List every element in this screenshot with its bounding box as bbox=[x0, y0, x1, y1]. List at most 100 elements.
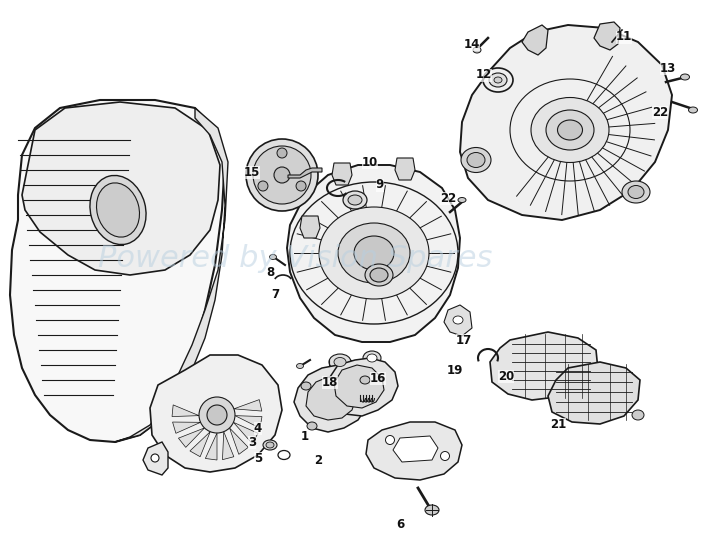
Ellipse shape bbox=[453, 316, 463, 324]
Ellipse shape bbox=[558, 120, 582, 140]
Text: 18: 18 bbox=[322, 376, 338, 389]
Ellipse shape bbox=[531, 98, 609, 162]
Ellipse shape bbox=[354, 236, 394, 270]
Text: 19: 19 bbox=[447, 363, 463, 377]
Polygon shape bbox=[235, 416, 262, 428]
Polygon shape bbox=[522, 25, 548, 55]
Polygon shape bbox=[366, 422, 462, 480]
Ellipse shape bbox=[689, 107, 698, 113]
Ellipse shape bbox=[632, 410, 644, 420]
Text: 17: 17 bbox=[456, 334, 472, 347]
Ellipse shape bbox=[96, 183, 139, 237]
Polygon shape bbox=[326, 358, 398, 416]
Polygon shape bbox=[10, 100, 225, 442]
Ellipse shape bbox=[329, 354, 351, 370]
Ellipse shape bbox=[489, 73, 507, 87]
Polygon shape bbox=[334, 365, 384, 408]
Ellipse shape bbox=[546, 110, 594, 150]
Ellipse shape bbox=[151, 454, 159, 462]
Ellipse shape bbox=[622, 181, 650, 203]
Text: 15: 15 bbox=[244, 165, 260, 178]
Ellipse shape bbox=[253, 146, 311, 204]
Ellipse shape bbox=[367, 354, 377, 362]
Text: 16: 16 bbox=[370, 371, 386, 384]
Text: 7: 7 bbox=[271, 288, 279, 301]
Ellipse shape bbox=[473, 47, 481, 53]
Polygon shape bbox=[300, 216, 320, 238]
Polygon shape bbox=[306, 377, 356, 420]
Text: 10: 10 bbox=[362, 155, 378, 169]
Ellipse shape bbox=[365, 264, 393, 286]
Ellipse shape bbox=[467, 153, 485, 168]
Text: Powered by Vision Spares: Powered by Vision Spares bbox=[99, 244, 493, 273]
Polygon shape bbox=[294, 365, 368, 432]
Ellipse shape bbox=[301, 382, 311, 390]
Text: 8: 8 bbox=[266, 266, 274, 279]
Text: 1: 1 bbox=[301, 431, 309, 444]
Text: 2: 2 bbox=[314, 453, 322, 466]
Polygon shape bbox=[234, 399, 262, 411]
Polygon shape bbox=[143, 442, 168, 475]
Ellipse shape bbox=[258, 181, 268, 191]
Polygon shape bbox=[460, 25, 672, 220]
Polygon shape bbox=[234, 423, 258, 443]
Ellipse shape bbox=[270, 254, 277, 259]
Ellipse shape bbox=[458, 197, 466, 203]
Ellipse shape bbox=[296, 363, 303, 369]
Polygon shape bbox=[393, 436, 438, 462]
Ellipse shape bbox=[370, 268, 388, 282]
Ellipse shape bbox=[263, 440, 277, 450]
Polygon shape bbox=[222, 432, 234, 460]
Polygon shape bbox=[490, 332, 598, 400]
Polygon shape bbox=[395, 158, 415, 180]
Text: 14: 14 bbox=[464, 38, 480, 51]
Polygon shape bbox=[22, 102, 220, 275]
Ellipse shape bbox=[199, 397, 235, 433]
Ellipse shape bbox=[319, 207, 429, 299]
Polygon shape bbox=[287, 165, 460, 342]
Ellipse shape bbox=[296, 181, 306, 191]
Ellipse shape bbox=[277, 148, 287, 158]
Polygon shape bbox=[206, 433, 217, 460]
Polygon shape bbox=[172, 422, 201, 433]
Ellipse shape bbox=[334, 357, 346, 367]
Text: 9: 9 bbox=[376, 178, 384, 191]
Ellipse shape bbox=[90, 176, 146, 245]
Ellipse shape bbox=[386, 436, 394, 445]
Ellipse shape bbox=[360, 376, 370, 384]
Ellipse shape bbox=[363, 351, 381, 365]
Text: 3: 3 bbox=[248, 436, 256, 448]
Ellipse shape bbox=[348, 195, 362, 205]
Ellipse shape bbox=[207, 405, 227, 425]
Ellipse shape bbox=[307, 422, 317, 430]
Ellipse shape bbox=[343, 191, 367, 209]
Text: 4: 4 bbox=[254, 421, 262, 434]
Ellipse shape bbox=[628, 185, 644, 198]
Polygon shape bbox=[548, 362, 640, 424]
Polygon shape bbox=[178, 428, 204, 447]
Polygon shape bbox=[190, 432, 210, 457]
Ellipse shape bbox=[494, 77, 502, 83]
Ellipse shape bbox=[425, 505, 439, 515]
Polygon shape bbox=[115, 108, 228, 442]
Text: 5: 5 bbox=[254, 452, 262, 465]
Polygon shape bbox=[172, 405, 199, 417]
Polygon shape bbox=[444, 305, 472, 336]
Ellipse shape bbox=[461, 148, 491, 172]
Ellipse shape bbox=[246, 139, 318, 211]
Text: 22: 22 bbox=[652, 106, 668, 119]
Text: 20: 20 bbox=[498, 370, 514, 383]
Text: 21: 21 bbox=[550, 418, 566, 431]
Text: 22: 22 bbox=[440, 191, 456, 204]
Polygon shape bbox=[230, 428, 249, 454]
Text: 13: 13 bbox=[660, 61, 676, 74]
Ellipse shape bbox=[274, 167, 290, 183]
Polygon shape bbox=[288, 168, 322, 178]
Text: 11: 11 bbox=[616, 31, 632, 44]
Ellipse shape bbox=[338, 223, 410, 283]
Ellipse shape bbox=[441, 452, 449, 460]
Ellipse shape bbox=[681, 74, 689, 80]
Ellipse shape bbox=[266, 442, 274, 448]
Polygon shape bbox=[594, 22, 620, 50]
Polygon shape bbox=[332, 163, 352, 185]
